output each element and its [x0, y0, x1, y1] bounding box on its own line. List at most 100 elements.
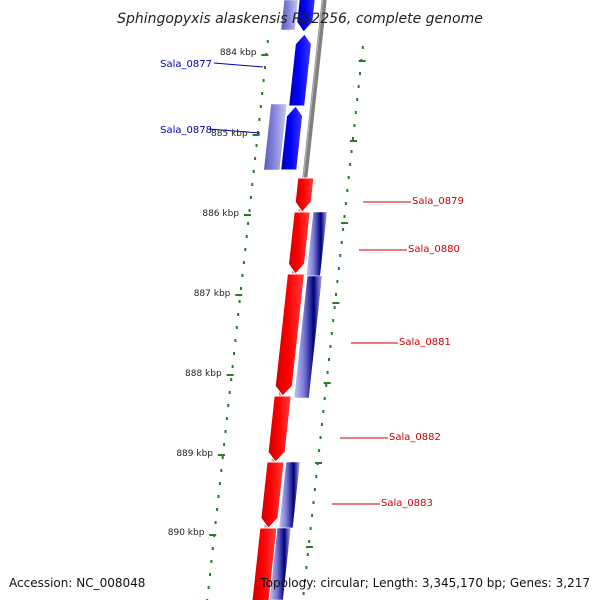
gc-dot	[209, 573, 211, 576]
gene-label-leader	[213, 62, 264, 68]
gc-dot	[216, 508, 219, 511]
gc-dot	[349, 163, 352, 166]
gc-dot	[325, 384, 328, 387]
gene-arrows	[251, 0, 316, 600]
gc-dot	[311, 514, 314, 517]
gc-dot	[342, 228, 345, 231]
gc-dot	[308, 540, 311, 543]
gc-dot	[259, 105, 262, 108]
gene-arrow	[294, 177, 315, 213]
gc-dot	[315, 475, 318, 478]
gc-dot	[313, 488, 316, 491]
kbp-tick-label: 884 kbp	[220, 48, 257, 58]
map-title: Sphingopyxis alaskensis RB2256, complete…	[117, 11, 483, 27]
gc-dot	[221, 456, 224, 459]
gc-dot	[344, 202, 347, 205]
gc-dot	[255, 144, 258, 147]
gc-dot	[332, 319, 335, 322]
gene-arrow	[260, 461, 285, 529]
gc-dot	[254, 157, 257, 160]
gc-dot	[353, 124, 356, 127]
gc-tick-mark	[305, 546, 313, 548]
gc-dot	[218, 482, 221, 485]
gc-tick-mark	[358, 60, 366, 62]
gc-dot	[339, 254, 342, 257]
gc-dot	[261, 92, 264, 95]
gc-dot	[302, 592, 305, 595]
kbp-tick-label: 885 kbp	[211, 129, 248, 139]
gc-dot	[220, 469, 223, 472]
gene-label-sala_0879: Sala_0879	[412, 196, 464, 207]
gc-dot	[354, 111, 357, 114]
gc-dot	[318, 449, 321, 452]
gene-label-sala_0877: Sala_0877	[160, 59, 212, 70]
gc-dot	[240, 287, 242, 290]
gc-tick-mark	[252, 134, 260, 136]
secondary-feature-track	[263, 0, 328, 600]
gene-labels: Sala_0877 Sala_0878 Sala_0879 Sala_0880 Sala…	[160, 59, 464, 509]
kbp-tick-label: 890 kbp	[168, 528, 205, 538]
gc-dot	[251, 183, 254, 186]
gene-label-sala_0882: Sala_0882	[389, 432, 441, 443]
gc-dot	[306, 553, 309, 556]
gc-dot	[304, 579, 306, 582]
gc-dot	[361, 46, 364, 49]
gc-dot	[235, 326, 238, 329]
gc-dot	[233, 352, 235, 355]
gene-label-sala_0883: Sala_0883	[381, 498, 433, 509]
gc-dot	[258, 118, 261, 121]
gc-dot	[241, 274, 244, 277]
gene-label-leader	[208, 128, 261, 134]
gc-dot	[357, 85, 360, 88]
gc-dot	[247, 222, 250, 225]
gc-dot	[264, 66, 266, 69]
track-block	[293, 275, 323, 399]
gc-dot	[252, 170, 255, 173]
gc-dot	[347, 176, 350, 179]
kbp-tick-label: 889 kbp	[176, 449, 213, 459]
gc-dot	[343, 215, 346, 218]
gene-arrow	[280, 105, 304, 171]
track-block	[280, 0, 299, 31]
gc-tick-mark	[350, 140, 357, 142]
gc-dot	[262, 79, 265, 82]
gc-dot	[336, 280, 339, 283]
gc-dot	[245, 235, 248, 238]
gc-dot	[319, 436, 322, 439]
gc-dot	[214, 521, 217, 524]
gc-dot	[333, 306, 336, 309]
gc-tick-mark	[244, 214, 251, 216]
gc-dot	[211, 547, 214, 550]
gc-dot	[350, 150, 353, 153]
gene-label-sala_0880: Sala_0880	[408, 244, 460, 255]
gc-dot	[231, 365, 234, 368]
gene-arrow	[251, 527, 278, 600]
gc-tick-mark	[323, 382, 331, 384]
gc-tick-mark	[235, 294, 243, 296]
gc-dot	[248, 209, 251, 212]
gc-dot	[230, 378, 233, 381]
gc-tick-mark	[209, 534, 217, 536]
gc-tick-mark	[226, 374, 234, 376]
gene-arrow	[274, 273, 305, 397]
gene-label-sala_0878: Sala_0878	[160, 125, 212, 136]
gene-label-sala_0881: Sala_0881	[399, 337, 451, 348]
gc-dot	[224, 430, 227, 433]
gc-dot	[359, 72, 361, 75]
gc-dot	[237, 313, 240, 316]
genome-stats-text: Topology: circular; Length: 3,345,170 bp…	[259, 576, 590, 590]
gc-dot	[356, 98, 359, 101]
gc-dot	[328, 358, 330, 361]
gc-tick-mark	[315, 462, 322, 464]
gc-dot	[340, 241, 343, 244]
accession-text: Accession: NC_008048	[9, 576, 145, 590]
gc-dot	[337, 267, 340, 270]
gc-dot-tracks	[206, 40, 366, 600]
gc-dot	[352, 137, 354, 140]
kbp-tick-label: 886 kbp	[202, 209, 239, 219]
gc-dot	[320, 423, 323, 426]
gc-dot	[223, 443, 226, 446]
kbp-ticks: 884 kbp 885 kbp 886 kbp 887 kbp 888 kbp 889 k…	[168, 48, 257, 538]
gc-dot	[228, 391, 231, 394]
